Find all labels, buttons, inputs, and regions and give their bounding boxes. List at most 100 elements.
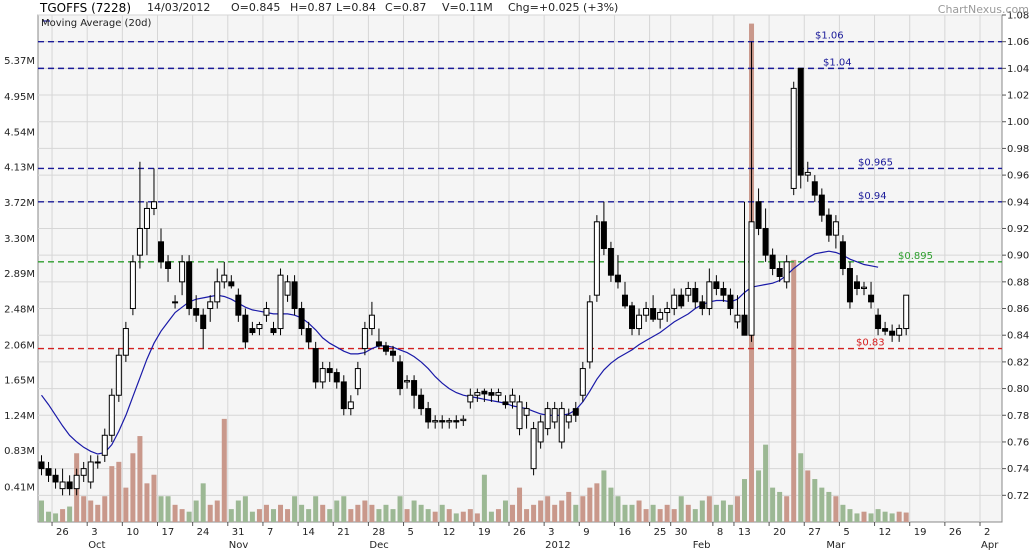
candle-body — [66, 481, 73, 490]
volume-bar — [453, 513, 459, 522]
date-tick-label: 5 — [843, 527, 849, 538]
candle-body — [382, 345, 389, 352]
volume-bar — [306, 509, 312, 522]
price-tick-label: 0.76 — [1007, 437, 1029, 448]
candle-body — [390, 350, 396, 356]
volume-bar — [327, 509, 333, 522]
price-tick-label: 0.82 — [1007, 357, 1029, 368]
date-tick-label: 13 — [738, 527, 751, 538]
candle-body — [896, 328, 903, 336]
date-tick-label: 24 — [197, 527, 210, 538]
volume-bar — [636, 500, 642, 522]
volume-bar — [228, 509, 234, 522]
price-tick-label: 0.78 — [1007, 411, 1029, 422]
price-tick-label: 0.98 — [1007, 144, 1029, 155]
volume-bar — [285, 509, 291, 522]
volume-bar — [517, 487, 523, 522]
date-tick-label: 21 — [337, 527, 350, 538]
candle-body — [284, 281, 291, 296]
candle-body — [853, 281, 860, 290]
volume-bar — [481, 474, 487, 522]
volume-bar — [756, 470, 762, 522]
stock-title: TGOFFS (7228) — [40, 1, 132, 15]
date-tick-label: 19 — [478, 527, 491, 538]
price-tick-label: 0.96 — [1007, 171, 1029, 182]
candle-body — [432, 420, 439, 423]
volume-bar — [123, 487, 129, 522]
candle-body — [80, 468, 87, 476]
price-tick-label: 1.00 — [1007, 117, 1029, 128]
candle-body — [474, 392, 481, 396]
volume-bar — [369, 504, 375, 522]
change-readout: Chg=+0.025 (+3%) — [508, 1, 619, 14]
volume-tick-label: 3.72M — [4, 198, 35, 209]
volume-bar — [278, 504, 284, 522]
volume-tick-label: 1.24M — [4, 411, 35, 422]
date-tick-label: 2 — [984, 527, 990, 538]
candle-body — [516, 401, 523, 430]
date-tick-label: 3 — [548, 527, 554, 538]
candle-body — [347, 401, 354, 410]
candle-body — [678, 294, 685, 307]
volume-bar — [671, 509, 677, 522]
volume-tick-label: 3.30M — [4, 234, 35, 245]
candle-body — [875, 314, 882, 330]
volume-bar — [587, 487, 593, 522]
date-tick-label: 26 — [56, 527, 69, 538]
volume-bar — [826, 491, 832, 522]
candle-body — [340, 381, 347, 410]
volume-bar — [67, 506, 73, 522]
candle-body — [706, 281, 713, 310]
candle-body — [235, 294, 242, 316]
candle-body — [73, 474, 80, 490]
volume-bar — [334, 500, 340, 522]
candle-body — [200, 314, 207, 330]
candle-body — [326, 368, 333, 374]
date-tick-label: 31 — [232, 527, 245, 538]
price-tick-label: 1.04 — [1007, 64, 1029, 75]
volume-bar — [256, 509, 262, 522]
volume-bar — [39, 500, 44, 522]
volume-bar — [510, 504, 516, 522]
volume-bar — [313, 496, 319, 522]
volume-bar — [580, 496, 586, 522]
volume-tick-label: 1.65M — [4, 376, 35, 387]
candle-body — [305, 328, 312, 343]
candle-body — [699, 301, 706, 310]
volume-bar — [573, 504, 579, 522]
candle-body — [734, 314, 741, 323]
candle-body — [207, 301, 214, 310]
volume-bar — [742, 479, 747, 522]
volume-bar — [763, 444, 769, 522]
volume-bar — [432, 511, 438, 522]
candle-body — [769, 254, 776, 270]
candle-body — [727, 294, 734, 310]
candle-body — [692, 288, 699, 303]
volume-bar — [95, 504, 101, 522]
volume-bar — [552, 504, 558, 522]
candle-body — [629, 305, 636, 330]
volume-bar — [889, 513, 895, 522]
price-tick-label: 0.88 — [1007, 277, 1029, 288]
candle-body — [228, 281, 235, 287]
candle-body — [636, 314, 643, 330]
volume-tick-label: 0.83M — [4, 446, 35, 457]
candle-body — [825, 214, 832, 236]
candle-body — [607, 247, 614, 276]
candle-body — [404, 380, 411, 383]
volume-bar — [812, 479, 818, 522]
volume-bar — [411, 500, 417, 522]
candle-body — [572, 408, 579, 416]
candle-body — [136, 227, 143, 256]
candle-body — [790, 87, 797, 189]
volume-bar — [249, 511, 255, 522]
volume-bar — [734, 496, 740, 522]
volume-bar — [270, 509, 276, 522]
volume-bar — [713, 504, 719, 522]
volume-bar — [439, 504, 445, 522]
candle-body — [38, 461, 45, 470]
price-tick-label: 0.72 — [1007, 491, 1029, 502]
volume-bar — [559, 500, 565, 522]
month-label: Dec — [369, 540, 388, 551]
volume-tick-label: 2.48M — [4, 304, 35, 315]
